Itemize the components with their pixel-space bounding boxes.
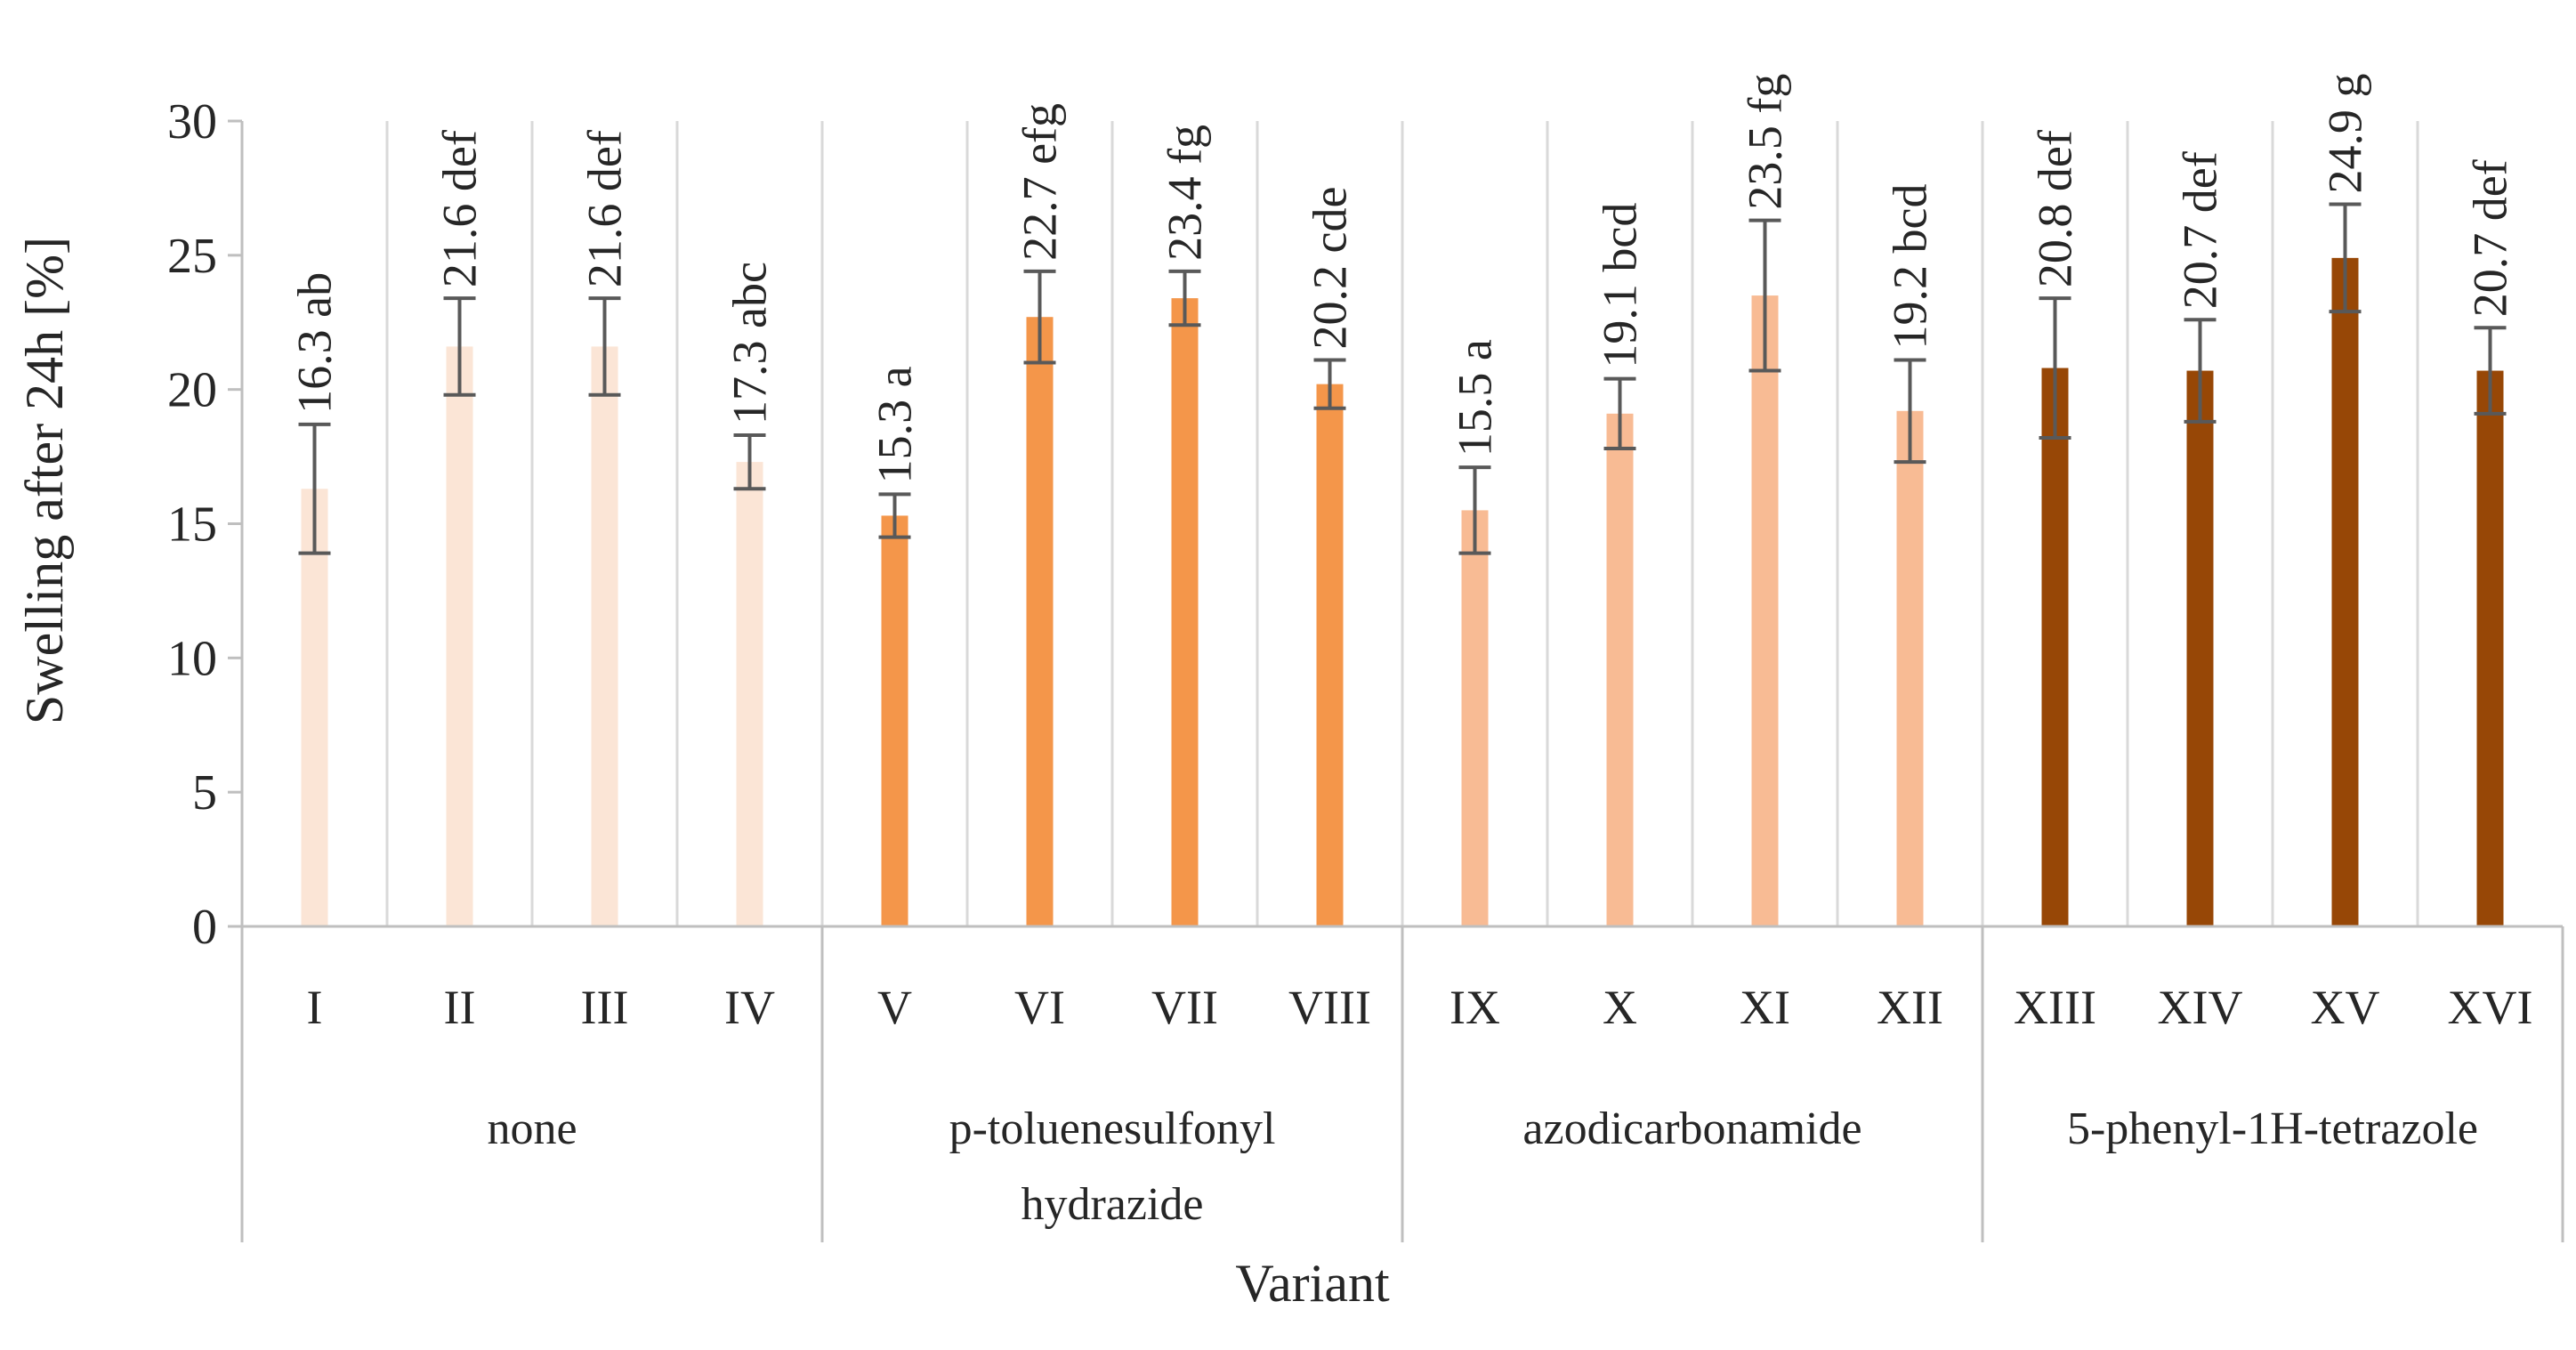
- error-bar-II: [443, 296, 476, 397]
- error-bar-XV: [2329, 202, 2362, 314]
- group-label: hydrazide: [1021, 1179, 1203, 1230]
- data-label-V: 15.3 a: [868, 366, 922, 483]
- bar-VI: [1026, 317, 1054, 926]
- bars: [301, 257, 2504, 927]
- data-label-IV: 17.3 abc: [723, 262, 777, 424]
- data-label-VI: 22.7 efg: [1013, 103, 1067, 261]
- error-bar-I: [298, 422, 331, 555]
- x-tick-label-III: III: [581, 981, 629, 1034]
- x-tick-label-XI: XI: [1740, 981, 1790, 1034]
- axes: [228, 119, 2563, 928]
- error-bar-XVI: [2474, 326, 2507, 416]
- error-bar-VI: [1023, 269, 1056, 365]
- x-tick-labels: I II III IV V VI VII VIII IX X XI XII XIII XIV XV XVI: [307, 981, 2533, 1034]
- bar-VII: [1171, 298, 1199, 927]
- x-tick-label-XVI: XVI: [2448, 981, 2533, 1034]
- x-axis-title: Variant: [1235, 1254, 1390, 1313]
- x-tick-label-I: I: [307, 981, 323, 1034]
- error-bar-XIII: [2039, 296, 2071, 440]
- data-label-XIII: 20.8 def: [2029, 130, 2082, 287]
- y-tick-label: 0: [192, 900, 217, 955]
- error-bar-X: [1603, 376, 1636, 451]
- group-label: p-toluenesulfonyl: [949, 1103, 1276, 1154]
- bar-VIII: [1316, 384, 1344, 927]
- y-tick-label: 10: [167, 631, 217, 686]
- x-tick-label-VIII: VIII: [1288, 981, 1371, 1034]
- bar-XIII: [2041, 368, 2069, 926]
- error-bar-XII: [1894, 358, 1926, 465]
- group-label: none: [487, 1103, 577, 1154]
- bar-XVI: [2476, 370, 2504, 926]
- data-label-XI: 23.5 fg: [1739, 74, 1792, 210]
- data-label-IX: 15.5 a: [1449, 339, 1502, 457]
- group-label: 5-phenyl-1H-tetrazole: [2067, 1103, 2478, 1154]
- bar-III: [591, 346, 618, 926]
- data-label-XVI: 20.7 def: [2464, 159, 2517, 317]
- data-label-X: 19.1 bcd: [1594, 203, 1647, 368]
- bar-II: [446, 346, 473, 926]
- error-bar-XIV: [2184, 318, 2217, 424]
- x-tick-label-II: II: [444, 981, 476, 1034]
- data-label-XV: 24.9 g: [2319, 74, 2372, 194]
- y-tick-label: 15: [167, 497, 217, 553]
- bar-XI: [1751, 295, 1779, 926]
- data-label-VIII: 20.2 cde: [1304, 187, 1357, 350]
- y-tick-labels: 0 5 10 15 20 25 30: [167, 94, 217, 955]
- bar-I: [301, 489, 328, 926]
- x-tick-label-X: X: [1603, 981, 1637, 1034]
- x-tick-label-XIV: XIV: [2158, 981, 2243, 1034]
- data-label-I: 16.3 ab: [288, 272, 342, 414]
- error-bar-V: [878, 492, 911, 539]
- bar-XIV: [2186, 370, 2214, 926]
- y-tick-label: 25: [167, 229, 217, 284]
- group-labels: none p-toluenesulfonyl hydrazide azodicarbo…: [487, 1103, 2478, 1230]
- error-bar-IV: [733, 432, 766, 491]
- x-tick-label-IX: IX: [1450, 981, 1500, 1034]
- error-bar-IX: [1458, 465, 1491, 555]
- x-tick-label-XIII: XIII: [2014, 981, 2096, 1034]
- data-label-III: 21.6 def: [578, 130, 632, 287]
- y-tick-label: 20: [167, 363, 217, 418]
- error-bar-VIII: [1313, 358, 1346, 410]
- bar-XII: [1896, 410, 1924, 926]
- bar-V: [881, 515, 908, 926]
- error-bar-III: [588, 296, 621, 397]
- bar-IX: [1461, 510, 1489, 926]
- grid-lines: [240, 121, 2564, 1242]
- x-tick-label-VII: VII: [1151, 981, 1218, 1034]
- data-label-II: 21.6 def: [433, 130, 487, 287]
- group-label: azodicarbonamide: [1522, 1103, 1861, 1154]
- data-label-VII: 23.4 fg: [1159, 125, 1212, 261]
- error-bar-VII: [1168, 269, 1201, 327]
- data-label-XII: 19.2 bcd: [1884, 184, 1937, 350]
- error-bars: [298, 202, 2507, 555]
- bar-XV: [2331, 257, 2359, 927]
- y-tick-label: 30: [167, 94, 217, 150]
- error-bar-XI: [1748, 218, 1781, 373]
- data-label-XIV: 20.7 def: [2174, 151, 2227, 309]
- x-tick-label-XII: XII: [1877, 981, 1943, 1034]
- x-tick-label-V: V: [877, 981, 912, 1034]
- y-axis-title: Swelling after 24h [%]: [15, 237, 74, 724]
- bar-X: [1606, 413, 1634, 927]
- x-tick-label-VI: VI: [1014, 981, 1065, 1034]
- x-tick-label-IV: IV: [724, 981, 775, 1034]
- data-labels: 16.3 ab 21.6 def 21.6 def 17.3 abc 15.3 a 22.…: [288, 74, 2517, 484]
- bar-IV: [736, 462, 763, 926]
- y-tick-label: 5: [192, 765, 217, 821]
- x-tick-label-XV: XV: [2311, 981, 2380, 1034]
